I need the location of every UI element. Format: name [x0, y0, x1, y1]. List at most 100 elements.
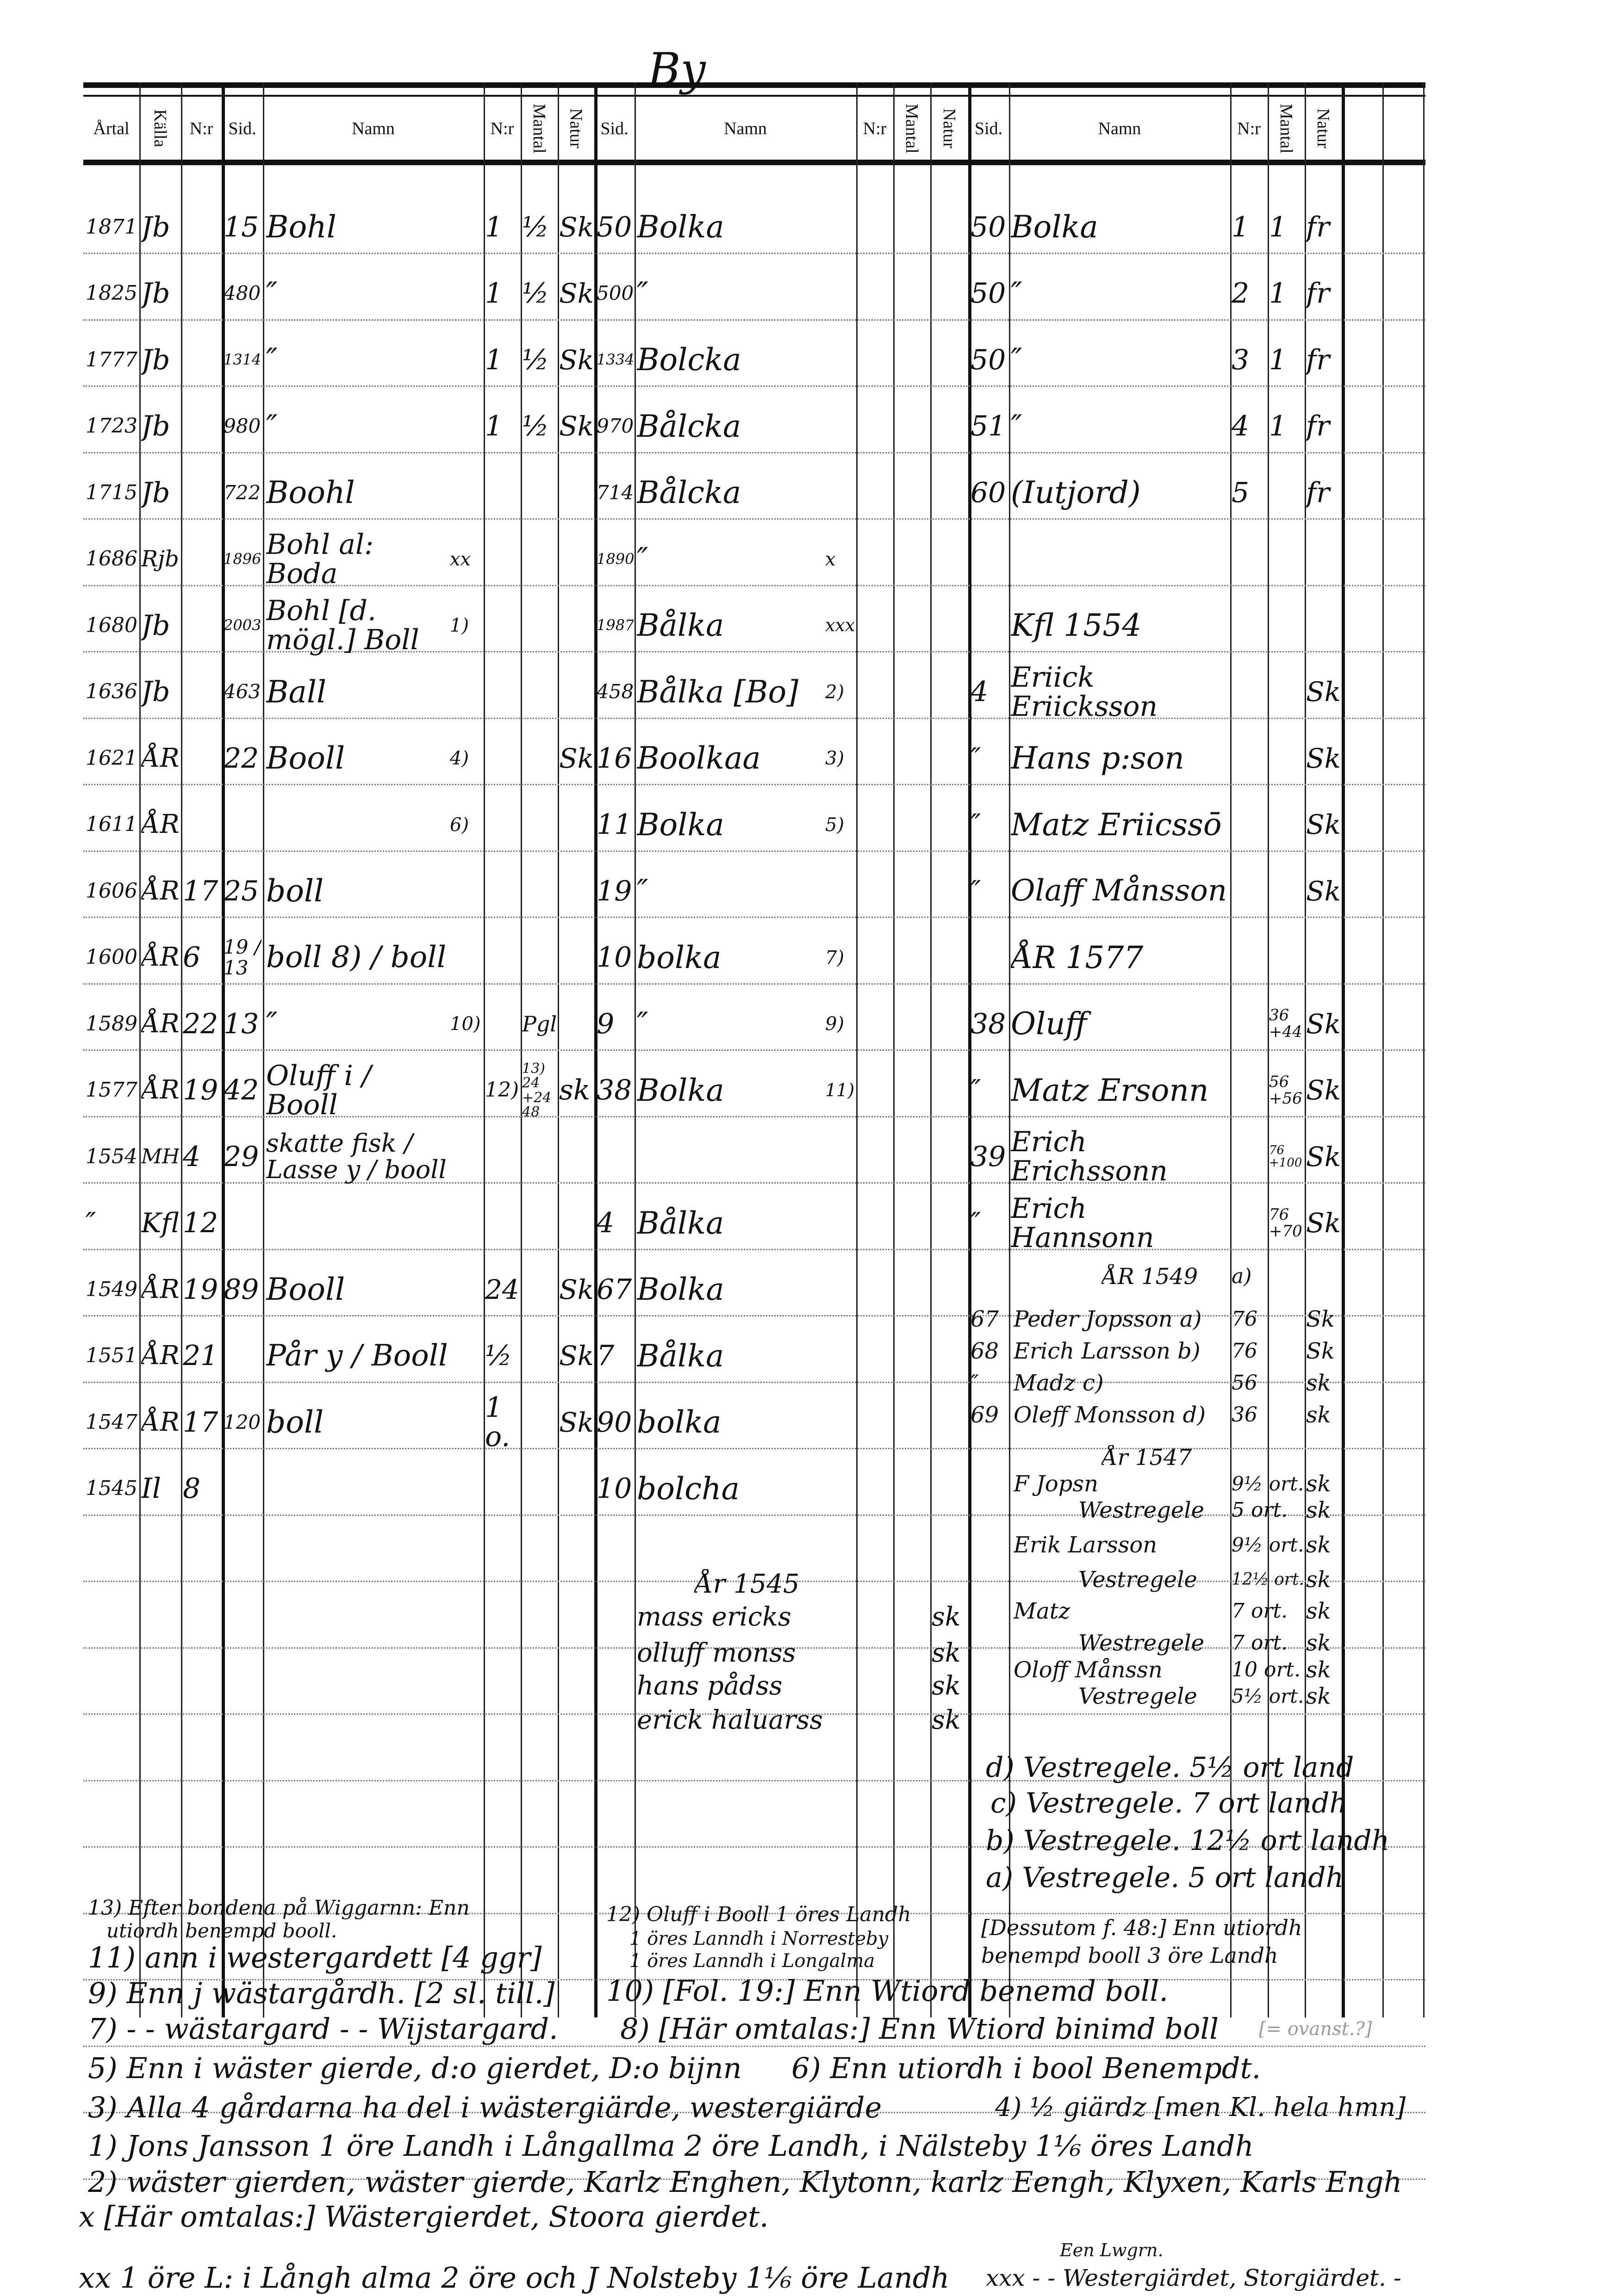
cell-natur3: Sk [1306, 1074, 1340, 1106]
column-header: Mantal [893, 97, 930, 160]
cell-sid2: 4 [597, 1207, 615, 1239]
column-header-label: Årtal [93, 118, 130, 138]
column-header: N:r [1230, 97, 1268, 160]
right-mantal: 9½ ort. [1232, 1533, 1304, 1556]
cell-sid2: 16 [597, 742, 632, 775]
cell-mantal3: 1 [1269, 343, 1287, 376]
row-rule [83, 319, 1425, 321]
cell-source: MH [141, 1144, 179, 1168]
cell-note2: xxx [825, 615, 855, 636]
row-rule [83, 1315, 1425, 1316]
right-name: F Jopsn [1014, 1471, 1098, 1496]
cell-name2: Boolkaa [637, 740, 761, 776]
cell-natur3: Sk [1306, 676, 1340, 708]
cell-year: 1606 [86, 879, 137, 903]
footnote-1: 1) Jons Jansson 1 öre Landh i Långallma … [88, 2130, 1254, 2162]
right-natur: sk [1306, 1684, 1331, 1709]
column-header: Sid. [222, 97, 263, 160]
cell-natur3: fr [1306, 476, 1330, 509]
row-rule [83, 1713, 1425, 1715]
right-name: Vestregele [1078, 1684, 1197, 1709]
column-header: N:r [484, 97, 521, 160]
right-mantal: 9½ ort. [1232, 1472, 1304, 1495]
cell-sid: 25 [224, 875, 259, 907]
cell-natur1: Sk [559, 1406, 593, 1438]
cell-nr: 12 [183, 1207, 218, 1239]
cell-sid: 19 / 13 [224, 936, 261, 979]
cell-nr: 4 [183, 1140, 201, 1173]
cell-source: Jb [141, 676, 170, 708]
right-name: Oleff Monsson d) [1014, 1402, 1206, 1427]
cell-nr3: 1 [1232, 211, 1250, 243]
header-top-rule-thin [83, 95, 1425, 97]
middle-heading: År 1545 [694, 1569, 800, 1599]
middle-natur: sk [932, 1705, 961, 1735]
cell-source: Jb [141, 410, 170, 442]
footnote-8: 8) [Här omtalas:] Enn Wtiord binimd boll [620, 2013, 1219, 2045]
right-mantal: 5½ ort. [1232, 1684, 1304, 1707]
cell-natur1: Sk [559, 742, 593, 774]
right-name: Matz [1014, 1599, 1070, 1624]
cell-name3: Oluff [1011, 1006, 1087, 1042]
right-mantal: 12½ ort. [1232, 1570, 1304, 1589]
cell-sid2: 90 [597, 1406, 632, 1439]
right-mantal: 7 ort. [1232, 1631, 1288, 1655]
cell-name2: Bålka [Bo] [637, 674, 799, 710]
column-header-label: Mantal [1276, 103, 1296, 154]
footnote-x: x [Här omtalas:] Wästergierdet, Stoora g… [79, 2201, 769, 2233]
cell-year: 1545 [86, 1477, 137, 1501]
cell-nr: 22 [183, 1007, 218, 1040]
cell-sid: 2003 [224, 616, 261, 634]
cell-name2: Bolka [637, 1072, 724, 1108]
cell-note1: 10) [450, 1013, 481, 1035]
cell-mantal1: 13) 24 +24 48 [522, 1060, 552, 1120]
row-rule [83, 1248, 1425, 1250]
cell-note2: 2) [825, 681, 845, 703]
cell-nr: 17 [183, 1406, 218, 1439]
cell-name: ″ [266, 342, 278, 378]
cell-sid2: 9 [597, 1007, 615, 1040]
footnote-xx: xx 1 öre L: i Långh alma 2 öre och J Nol… [79, 2262, 950, 2294]
right-name: ÅR 1549 [1101, 1264, 1198, 1289]
cell-sid3: 51 [971, 410, 1006, 442]
cell-year: 1636 [86, 680, 137, 704]
cell-natur1: sk [559, 1074, 591, 1106]
right-natur: sk [1306, 1371, 1331, 1396]
footnote-12-line2: 1 öres Lanndh i Norresteby [629, 1929, 889, 1949]
note-a: a) Vestregele. 5 ort landh [986, 1861, 1344, 1894]
cell-natur3: Sk [1306, 1008, 1340, 1040]
cell-name3: Matz Ersonn [1011, 1072, 1209, 1108]
right-sid: ″ [971, 1371, 979, 1396]
column-header-label: N:r [863, 118, 887, 138]
cell-nr: 17 [183, 875, 218, 907]
cell-source: Jb [141, 343, 170, 376]
cell-name2: Bålcka [637, 408, 741, 444]
right-mantal: 56 [1232, 1371, 1257, 1395]
cell-name2: Bålka [637, 608, 724, 644]
cell-sid: 13 [224, 1007, 259, 1040]
cell-name2: ″ [637, 275, 648, 311]
cell-nr3: 2 [1232, 277, 1250, 310]
column-header-label: N:r [189, 118, 213, 138]
cell-sid3: 4 [971, 676, 989, 708]
cell-name: ″ [266, 275, 278, 311]
cell-nr3: 3 [1232, 343, 1250, 376]
cell-name: Bohl [d. mögl.] Boll [266, 596, 419, 656]
cell-note1: 6) [450, 814, 469, 836]
row-rule [83, 1049, 1425, 1051]
cell-year: 1547 [86, 1410, 137, 1434]
cell-sid2: 1987 [597, 616, 634, 634]
row-rule [83, 1647, 1425, 1649]
right-name: Westregele [1078, 1631, 1204, 1656]
cell-sid3: 39 [971, 1140, 1006, 1173]
cell-mantal1: ½ [522, 277, 549, 310]
cell-source: ÅR [141, 942, 179, 973]
right-name: Erik Larsson [1014, 1533, 1157, 1558]
row-rule [83, 1116, 1425, 1117]
cell-sid3: ″ [971, 1074, 981, 1106]
cell-sid2: 714 [597, 481, 634, 504]
right-name: År 1547 [1101, 1445, 1192, 1470]
cell-source: ÅR [141, 1340, 179, 1371]
column-header: N:r [181, 97, 222, 160]
cell-natur1: Sk [559, 278, 593, 310]
